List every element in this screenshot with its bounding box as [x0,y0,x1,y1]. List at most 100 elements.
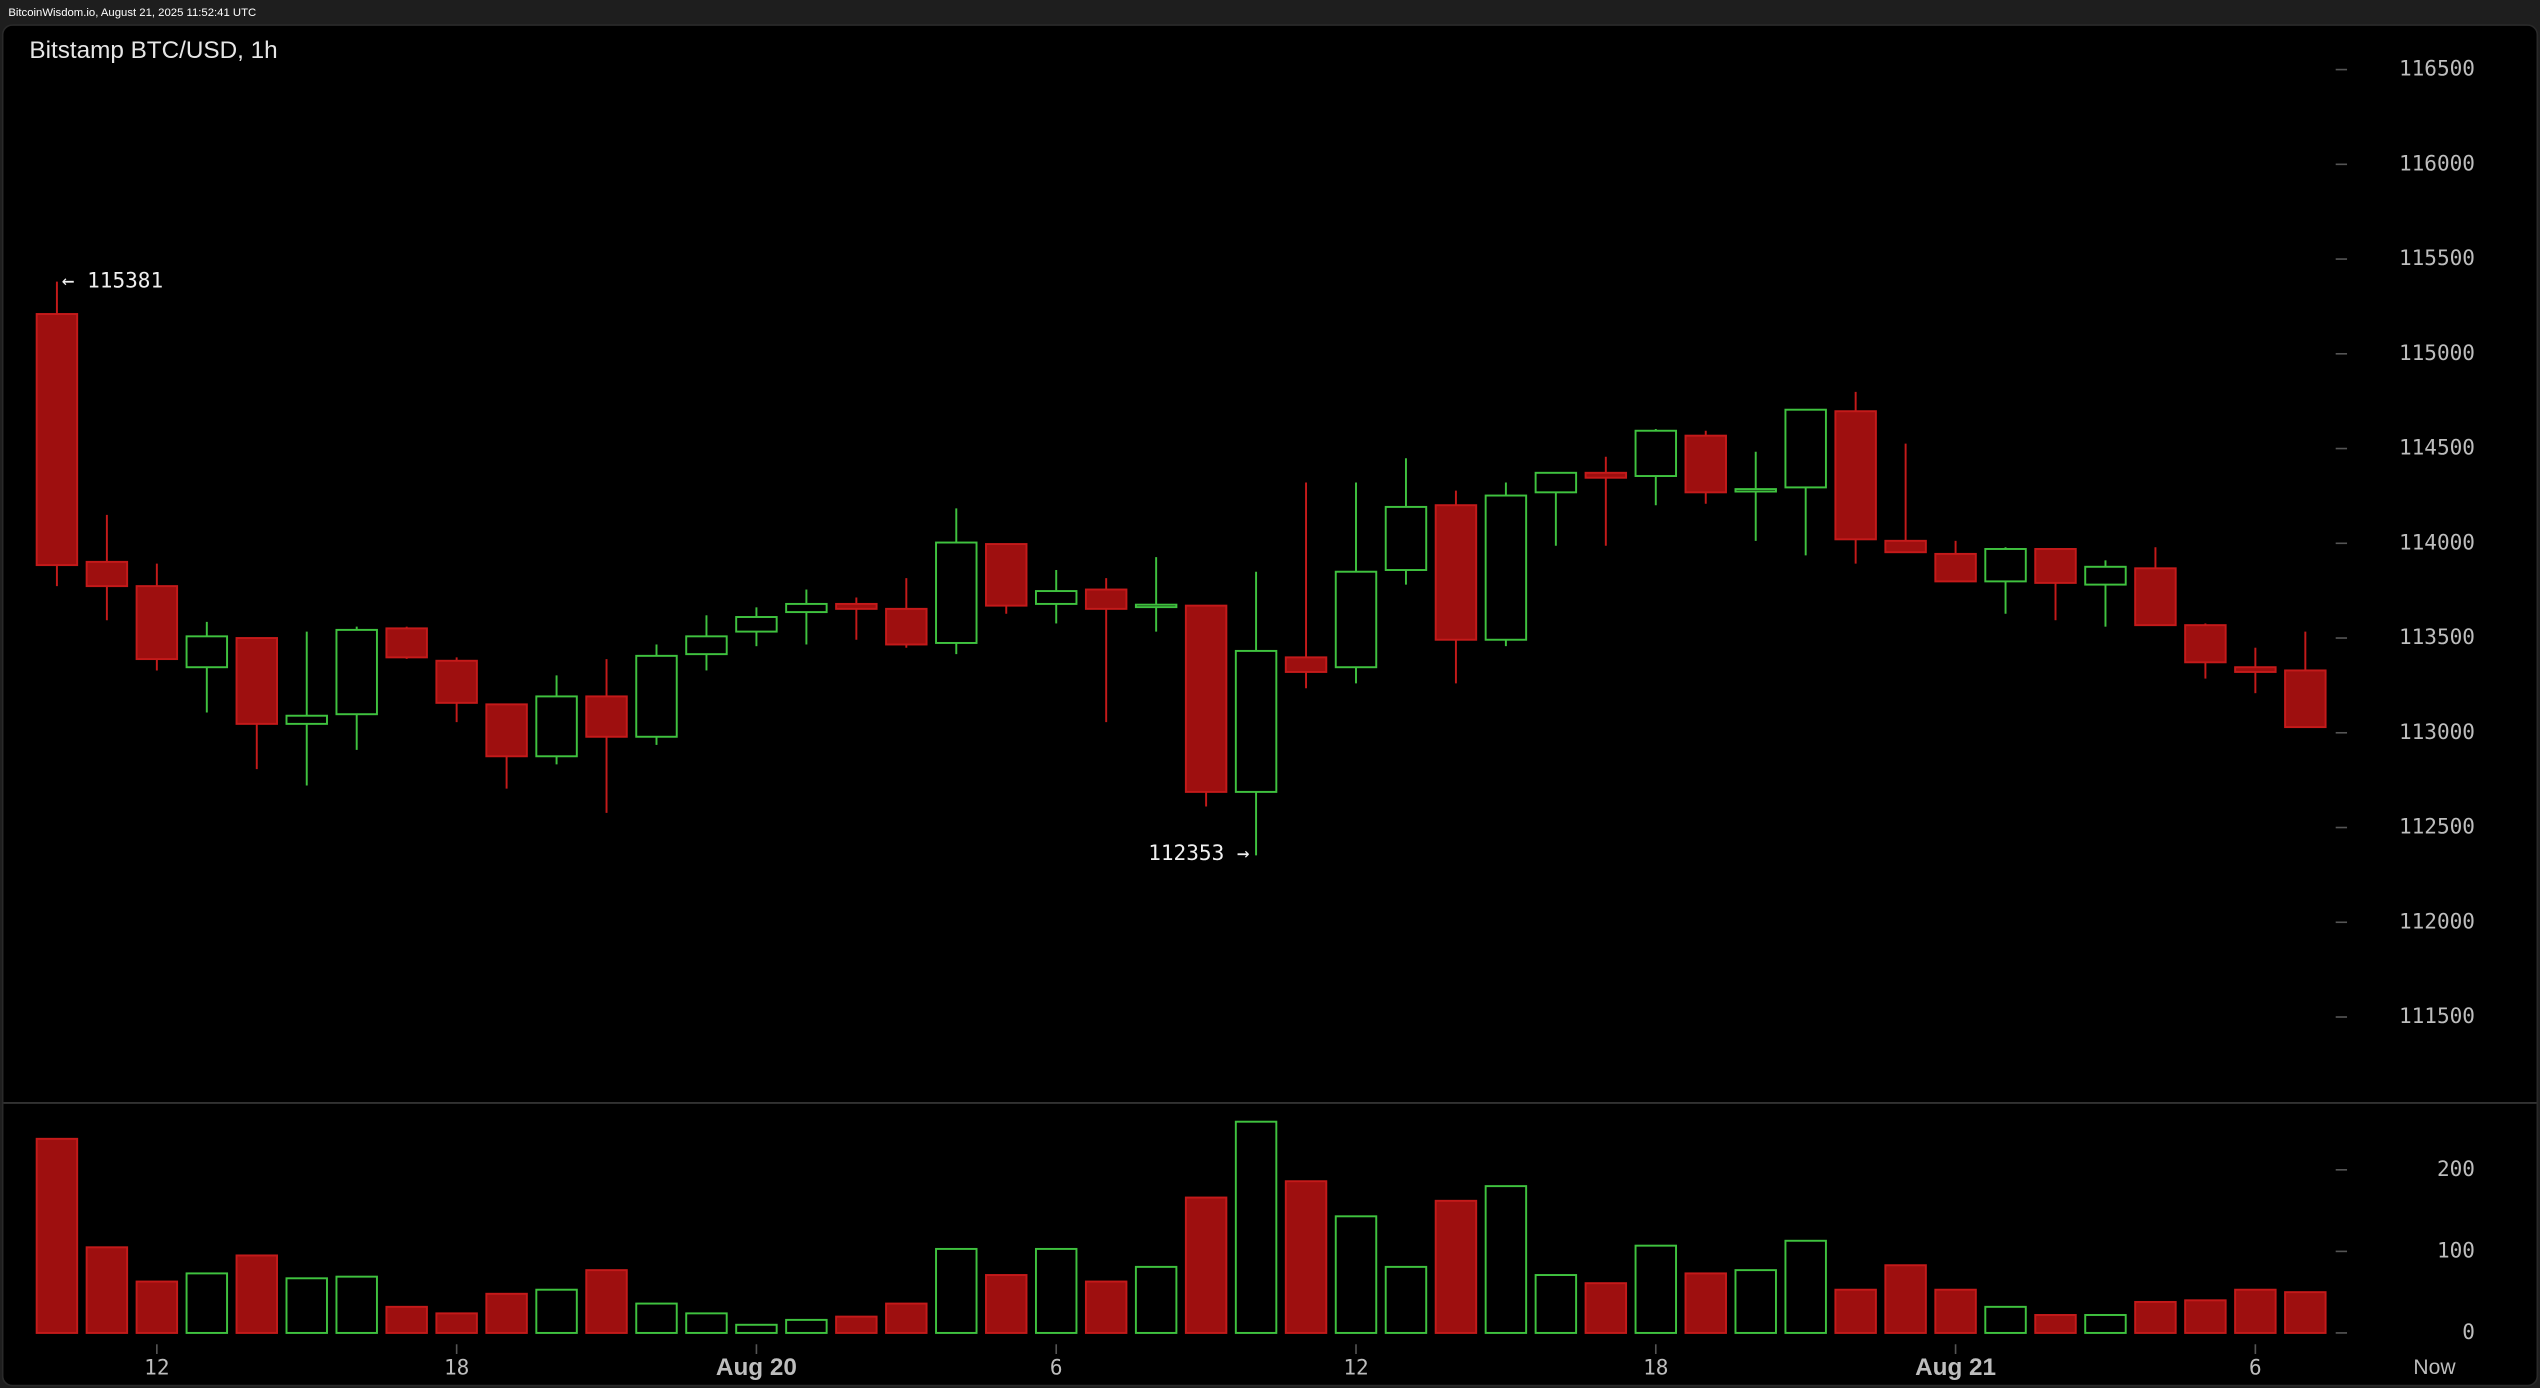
y-tick-label: 113500 [2399,624,2475,649]
volume-bar [1734,1269,1777,1334]
candle-body [1184,604,1228,793]
volume-bar [535,1288,578,1334]
candle-body [735,616,778,633]
x-tick-label: 18 [444,1355,469,1380]
x-tick-label: 6 [2249,1355,2262,1380]
candle-body [135,585,179,661]
y-tick-label: 114500 [2399,435,2475,460]
volume-bar [2184,1299,2227,1334]
y-tick-label: 116500 [2399,56,2475,81]
price-annotation: 112353 → [1148,840,1249,865]
y-tick-label: 115500 [2399,245,2475,270]
candle-body [2284,669,2327,729]
candle-body [1084,588,1128,610]
candle-body [1484,494,1528,641]
candle-body [935,541,978,644]
candle-body [2034,548,2077,584]
candle-body [385,627,428,659]
candle-body [335,628,378,716]
y-tick-label: 111500 [2399,1003,2475,1028]
candle-body [1634,429,1678,477]
candle-body [185,635,229,669]
candle-body [1534,471,1578,494]
volume-bar [785,1318,828,1334]
candle-body [2134,567,2177,627]
candle-body [85,560,129,588]
candle-body [1034,590,1078,605]
y-tick-label: 200 [2437,1156,2475,1181]
volume-bar [335,1275,378,1334]
volume-bar [1434,1199,1478,1334]
volume-bar [2284,1291,2327,1334]
volume-bar [235,1254,278,1334]
y-tick-label: 100 [2437,1237,2475,1262]
volume-bar [1534,1274,1578,1334]
y-tick-label: 112000 [2399,908,2475,933]
y-tick-label: 116000 [2399,150,2475,175]
candle-body [1434,504,1478,641]
candle-body [1234,649,1278,793]
candle-body [1884,539,1927,554]
volume-bar [1834,1288,1877,1334]
candle-body [835,602,878,610]
volume-bar [835,1315,878,1334]
x-tick-label: 12 [144,1355,169,1380]
candle-body [1934,552,1977,583]
y-tick-label: 114000 [2399,529,2475,554]
candle-body [885,607,928,646]
candle-body [1784,408,1827,489]
candle-body [1334,570,1378,669]
volume-bar [1184,1196,1228,1334]
x-tick-label: Aug 20 [716,1354,797,1381]
volume-bar [435,1312,478,1334]
volume-bar [1334,1215,1378,1334]
x-tick-label: Aug 21 [1915,1354,1996,1381]
volume-bar [1384,1265,1428,1334]
volume-bar [1234,1120,1278,1334]
volume-bar [285,1277,328,1334]
volume-bar [2084,1314,2127,1334]
volume-bar [185,1272,229,1334]
volume-bar [1634,1244,1678,1334]
volume-bar [1034,1247,1078,1334]
candle-body [2184,624,2227,664]
x-tick-label: 6 [1050,1355,1063,1380]
volume-bar [1484,1185,1528,1334]
candle-body [535,695,578,758]
chart-title: Bitstamp BTC/USD, 1h [29,37,277,64]
candle-body [35,313,79,567]
volume-bar [385,1305,428,1334]
volume-bar [35,1137,79,1334]
candle-body [635,654,678,738]
volume-bar [1084,1280,1128,1334]
y-tick-label: 112500 [2399,814,2475,839]
candle-body [785,602,828,614]
volume-bar [1284,1180,1328,1334]
candle-body [1734,488,1777,493]
volume-bar [635,1302,678,1334]
candle-body [1284,656,1328,673]
volume-bar [2234,1288,2277,1334]
volume-bar [1984,1305,2027,1334]
header: BitcoinWisdom.io, August 21, 2025 11:52:… [8,7,256,19]
x-tick-label: 12 [1343,1355,1368,1380]
candle-body [985,543,1028,607]
candle-body [485,703,528,758]
volume-bar [2134,1300,2177,1334]
candle-body [1384,505,1428,571]
y-tick-label: 113000 [2399,719,2475,744]
x-end-label: Now [2413,1356,2456,1379]
volume-bar [85,1246,129,1334]
candle-body [235,637,278,725]
x-tick-label: 18 [1643,1355,1668,1380]
volume-bar [1934,1288,1977,1334]
y-tick-label: 115000 [2399,340,2475,365]
candle-body [285,714,328,725]
candle-body [1584,471,1628,479]
candle-body [435,659,478,704]
candle-body [1834,410,1877,541]
price-annotation: ← 115381 [62,268,163,293]
volume-bar [2034,1314,2077,1334]
